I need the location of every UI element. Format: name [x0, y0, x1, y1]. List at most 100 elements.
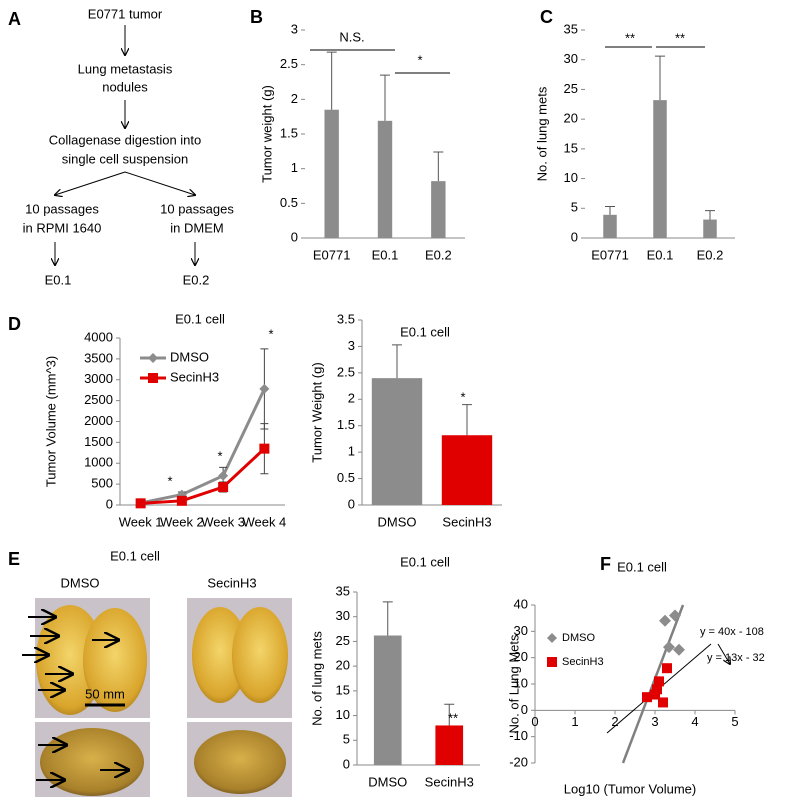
- significance-label: **: [675, 30, 685, 45]
- error-bar: [382, 601, 393, 636]
- error-bar: [392, 344, 402, 379]
- point: [642, 692, 652, 703]
- bar: [435, 725, 464, 765]
- column-label: DMSO: [61, 575, 100, 590]
- x-tick-label: Week 3: [201, 514, 245, 529]
- bar: [653, 100, 667, 238]
- point: [176, 495, 187, 506]
- node-text: E0.2: [183, 272, 210, 287]
- y-tick-label: 0: [571, 229, 578, 244]
- lung-lobe: [232, 607, 288, 703]
- y-axis-label: No. of lung mets: [309, 631, 324, 726]
- error-bar: [380, 74, 390, 121]
- y-axis-label: Tumor weight (g): [259, 85, 274, 183]
- x-tick-label: Week 4: [242, 514, 286, 529]
- legend-label: DMSO: [562, 632, 595, 644]
- x-tick-label: E0.1: [372, 247, 399, 262]
- y-tick-label: 1.5: [280, 125, 298, 140]
- node-text: in DMEM: [170, 220, 223, 235]
- panel-letter: E: [8, 549, 20, 569]
- legend-label: SecinH3: [170, 369, 219, 384]
- lung-lobe: [194, 730, 286, 794]
- series-line: [140, 447, 266, 505]
- x-tick-label: E0771: [313, 247, 351, 262]
- error-bar: [605, 206, 615, 215]
- chart-title: E0.1 cell: [617, 559, 667, 574]
- chart-title: E0.1 cell: [400, 324, 450, 339]
- y-tick-label: 4000: [84, 329, 113, 344]
- error-bar: [326, 51, 337, 110]
- lung-photos: E E0.1 cell DMSO SecinH3 50 mm: [8, 548, 292, 797]
- legend-marker: [148, 373, 158, 383]
- y-tick-label: 3: [348, 338, 355, 353]
- bar: [703, 219, 717, 238]
- x-tick-label: 1: [571, 714, 578, 729]
- panel-letter: A: [8, 9, 21, 29]
- photo-arrows: [22, 617, 128, 780]
- node-text: E0771 tumor: [88, 6, 163, 21]
- y-tick-label: 35: [336, 583, 350, 598]
- significance-label: N.S.: [339, 29, 364, 44]
- y-tick-label: 1500: [84, 434, 113, 449]
- y-tick-label: 15: [336, 682, 350, 697]
- x-tick-label: E0.1: [647, 247, 674, 262]
- y-tick-label: 2000: [84, 413, 113, 428]
- panel-letter: F: [600, 554, 611, 574]
- significance-label: *: [167, 473, 172, 488]
- significance-label: **: [448, 710, 458, 725]
- significance-label: *: [217, 448, 222, 463]
- point: [652, 684, 662, 695]
- y-tick-label: 0: [348, 496, 355, 511]
- trendline-label: y = 13x - 32: [707, 652, 765, 664]
- y-tick-label: 10: [336, 707, 350, 722]
- point: [650, 689, 660, 700]
- y-tick-label: 30: [514, 623, 528, 638]
- node-text: single cell suspension: [62, 151, 188, 166]
- x-tick-label: 2: [611, 714, 618, 729]
- significance-label: *: [268, 326, 273, 341]
- y-tick-label: 25: [336, 633, 350, 648]
- point: [658, 697, 668, 708]
- annotation-arrow: [717, 643, 730, 664]
- node-text: E0.1: [45, 272, 72, 287]
- chart-title: E0.1 cell: [400, 554, 450, 569]
- y-tick-label: 25: [564, 81, 578, 96]
- y-tick-label: 3000: [84, 371, 113, 386]
- point: [659, 614, 671, 627]
- y-tick-label: 3500: [84, 350, 113, 365]
- y-tick-label: 10: [564, 170, 578, 185]
- trendline-label: y = 40x - 108: [700, 626, 764, 638]
- node-text: 10 passages: [160, 201, 234, 216]
- arrow: [55, 171, 126, 195]
- panel-letter: D: [8, 314, 21, 334]
- node-text: 10 passages: [25, 201, 99, 216]
- y-tick-label: 2.5: [337, 364, 355, 379]
- flow-diagram: A E0771 tumor Lung metastasis nodules Co…: [8, 6, 234, 287]
- point: [259, 443, 270, 454]
- y-tick-label: 0: [291, 229, 298, 244]
- y-tick-label: 30: [336, 608, 350, 623]
- column-label: SecinH3: [207, 575, 256, 590]
- y-tick-label: 5: [571, 200, 578, 215]
- point: [669, 609, 681, 622]
- bar: [441, 435, 493, 505]
- x-tick-label: E0.2: [425, 247, 452, 262]
- x-tick-label: SecinH3: [442, 514, 491, 529]
- point: [654, 676, 664, 687]
- significance-label: **: [625, 30, 635, 45]
- y-tick-label: 2.5: [280, 56, 298, 71]
- bar: [373, 635, 402, 765]
- arrow: [124, 171, 195, 195]
- y-axis-label: Tumor Weight (g): [309, 362, 324, 462]
- y-axis-label: No. of lung mets: [534, 86, 549, 181]
- x-axis-label: Log10 (Tumor Volume): [564, 781, 696, 796]
- error-bar: [705, 210, 715, 220]
- y-tick-label: 1: [291, 160, 298, 175]
- y-axis-label: Tumor Volume (mm^3): [43, 356, 58, 487]
- y-tick-label: 20: [336, 658, 350, 673]
- lung-lobe: [83, 608, 147, 712]
- x-tick-label: 4: [691, 714, 698, 729]
- legend-label: SecinH3: [562, 656, 604, 668]
- x-tick-label: DMSO: [378, 514, 417, 529]
